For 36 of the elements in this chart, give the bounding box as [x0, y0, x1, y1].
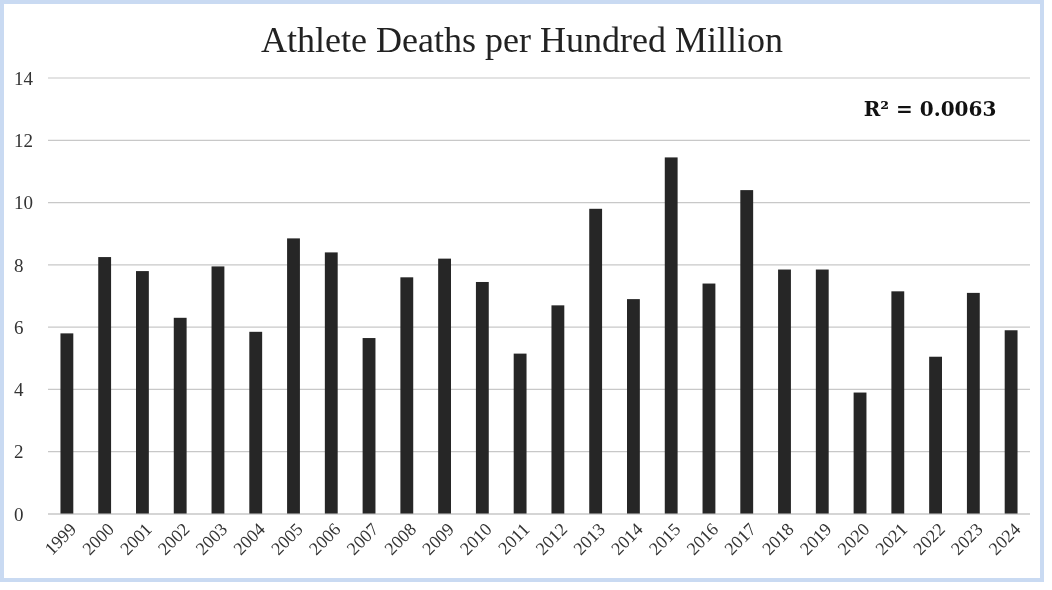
y-tick-label: 4 — [14, 379, 24, 401]
y-tick-label: 14 — [14, 67, 34, 89]
bar — [173, 317, 187, 514]
bar — [740, 190, 754, 514]
bar — [1004, 330, 1018, 514]
bar — [362, 338, 376, 514]
bar — [136, 271, 149, 514]
bar — [60, 333, 74, 514]
bar — [815, 269, 829, 514]
bar — [287, 238, 300, 514]
bar — [627, 299, 640, 514]
bar — [853, 392, 867, 514]
y-tick-label: 12 — [14, 129, 33, 151]
bar — [966, 292, 980, 514]
bar — [98, 257, 112, 514]
bar — [589, 208, 603, 514]
bar — [551, 305, 565, 514]
y-tick-label: 10 — [14, 192, 33, 214]
bar — [211, 266, 225, 514]
bar — [664, 157, 678, 514]
y-tick-label: 0 — [14, 503, 24, 525]
bar — [438, 258, 451, 514]
bar — [778, 269, 791, 514]
bar — [891, 291, 905, 514]
bar — [475, 281, 489, 514]
bar — [324, 252, 338, 514]
bar — [702, 283, 716, 514]
bar — [249, 331, 263, 514]
y-tick-label: 2 — [14, 441, 24, 463]
annotation: R² = 0.0063 — [863, 97, 997, 121]
bar — [400, 277, 414, 514]
y-tick-label: 6 — [14, 316, 24, 338]
bar — [513, 353, 527, 514]
bar — [929, 356, 942, 514]
y-tick-label: 8 — [14, 254, 24, 276]
chart-title: Athlete Deaths per Hundred Million — [261, 20, 783, 60]
